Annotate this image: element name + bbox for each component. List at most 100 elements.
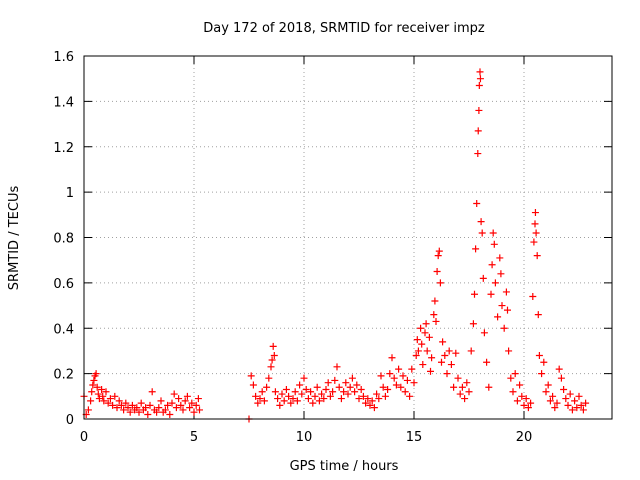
data-point <box>87 397 95 405</box>
data-point <box>544 381 552 389</box>
data-point <box>557 374 565 382</box>
data-point <box>475 81 483 89</box>
data-point <box>500 324 508 332</box>
data-point <box>463 379 471 387</box>
data-point <box>522 395 530 403</box>
data-point <box>555 365 563 373</box>
data-point <box>126 408 134 416</box>
data-point <box>434 252 442 260</box>
data-point <box>252 392 260 400</box>
data-point <box>285 392 293 400</box>
data-point <box>335 383 343 391</box>
data-point <box>142 404 150 412</box>
data-point <box>256 395 264 403</box>
x-tick-label: 20 <box>516 430 533 445</box>
data-point <box>553 399 561 407</box>
data-point <box>435 247 443 255</box>
data-point <box>270 351 278 359</box>
data-point <box>530 238 538 246</box>
data-point <box>568 406 576 414</box>
data-point <box>115 397 123 405</box>
plot-frame <box>83 55 613 420</box>
data-point <box>278 390 286 398</box>
data-point <box>488 261 496 269</box>
data-point <box>90 376 98 384</box>
x-tick-label: 0 <box>80 430 88 445</box>
data-point <box>441 351 449 359</box>
data-point <box>532 229 540 237</box>
data-point <box>494 313 502 321</box>
data-point <box>293 397 301 405</box>
data-point <box>364 395 372 403</box>
data-point <box>289 395 297 403</box>
data-point <box>447 361 455 369</box>
data-point <box>179 406 187 414</box>
data-point <box>443 370 451 378</box>
data-point <box>413 336 421 344</box>
data-point <box>472 245 480 253</box>
data-point <box>483 358 491 366</box>
data-point <box>497 270 505 278</box>
data-point <box>467 347 475 355</box>
data-point <box>518 392 526 400</box>
data-point <box>348 374 356 382</box>
data-point <box>357 386 365 394</box>
y-tick-label: 1.2 <box>53 141 74 156</box>
data-point <box>551 404 559 412</box>
data-point <box>268 356 276 364</box>
data-point <box>359 392 367 400</box>
data-point <box>104 399 112 407</box>
data-point <box>322 386 330 394</box>
data-point <box>579 406 587 414</box>
data-point <box>331 376 339 384</box>
data-point <box>562 395 570 403</box>
data-point <box>166 410 174 418</box>
data-point <box>476 68 484 76</box>
data-point <box>287 399 295 407</box>
y-tick-label: 0.6 <box>53 277 74 292</box>
data-point <box>181 397 189 405</box>
x-tick-label: 5 <box>190 430 198 445</box>
data-point <box>428 354 436 362</box>
data-point <box>577 401 585 409</box>
data-point <box>315 397 323 405</box>
axis-ticks: 0 0.2 0.4 0.6 0.8 1 1.2 1.4 1.6 0 5 10 15 20 <box>53 50 612 445</box>
data-point <box>433 268 441 276</box>
data-point <box>438 358 445 366</box>
data-point <box>388 354 396 362</box>
data-point <box>461 395 469 403</box>
data-point <box>263 383 271 391</box>
data-point <box>507 374 515 382</box>
data-point <box>496 254 504 262</box>
data-point <box>513 397 521 405</box>
data-point <box>186 404 194 412</box>
data-point <box>505 347 513 355</box>
data-point <box>148 388 156 396</box>
data-point <box>183 392 191 400</box>
data-point <box>98 386 106 394</box>
data-point <box>471 290 478 298</box>
data-point <box>390 374 398 382</box>
data-point <box>564 401 572 409</box>
data-point <box>456 390 464 398</box>
data-point <box>571 397 579 405</box>
data-point <box>260 397 268 405</box>
data-point <box>370 404 378 412</box>
data-point <box>271 388 279 396</box>
data-point <box>366 401 374 409</box>
data-point <box>196 406 203 414</box>
data-point <box>93 383 101 391</box>
data-point <box>117 401 125 409</box>
data-point <box>498 302 506 310</box>
data-point <box>190 408 198 416</box>
data-point <box>487 290 495 298</box>
data-point <box>549 392 557 400</box>
data-point <box>307 388 315 396</box>
data-point <box>516 381 524 389</box>
data-point <box>254 399 262 407</box>
data-point <box>177 401 185 409</box>
data-point <box>427 367 434 375</box>
data-point <box>533 252 541 260</box>
data-point <box>511 370 519 378</box>
data-point <box>566 390 574 398</box>
